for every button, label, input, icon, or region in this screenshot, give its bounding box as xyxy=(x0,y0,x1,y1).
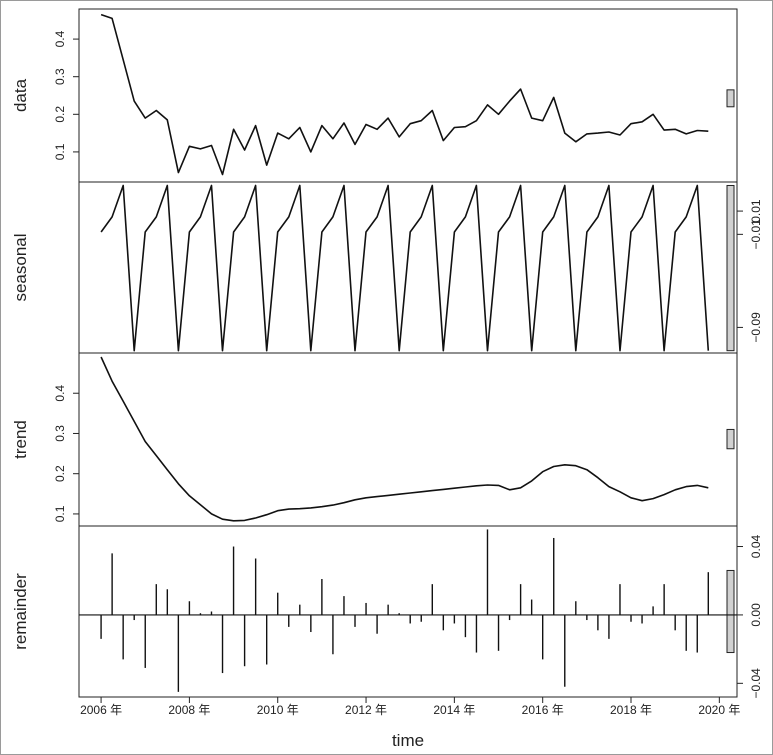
panel-remainder: remainder 0.04 0.00 −0.04 xyxy=(11,525,763,699)
panel-data: data 0.1 0.2 0.3 0.4 xyxy=(11,8,738,183)
x-tick-label: 2014 年 xyxy=(433,703,475,717)
panel-data-y-tick-label: 0.3 xyxy=(53,68,67,85)
panel-trend: trend 0.1 0.2 0.3 0.4 xyxy=(11,352,738,527)
panel-seasonal-label: seasonal xyxy=(11,233,30,301)
x-tick-label: 2012 年 xyxy=(345,703,387,717)
panel-trend-y-tick-label: 0.4 xyxy=(53,385,67,402)
panel-seasonal-y-tick-label: −0.01 xyxy=(749,219,763,250)
panel-remainder-y-tick-label: −0.04 xyxy=(749,668,763,699)
x-axis: 2006 年 2008 年 2010 年 2012 年 2014 年 2016 年 2018… xyxy=(80,697,740,717)
panel-trend-label: trend xyxy=(11,420,30,459)
panel-seasonal-scale-bar xyxy=(726,184,735,352)
x-tick-label: 2010 年 xyxy=(257,703,299,717)
panels: data 0.1 0.2 0.3 0.4 seasonal 0.01−0.01 −0.09 tr… xyxy=(11,8,763,699)
panel-data-y-tick-label: 0.4 xyxy=(53,30,67,47)
panel-seasonal: seasonal 0.01−0.01 −0.09 xyxy=(11,181,763,354)
x-tick-label: 2006 年 xyxy=(80,703,122,717)
x-tick-label: 2016 年 xyxy=(522,703,564,717)
panel-remainder-box xyxy=(78,525,738,698)
panel-data-label: data xyxy=(11,78,30,112)
x-axis-title: time xyxy=(392,731,424,750)
panel-data-box xyxy=(78,8,738,183)
panel-trend-series-line xyxy=(100,356,709,522)
panel-trend-scale-bar xyxy=(726,428,735,450)
panel-trend-y-tick-label: 0.1 xyxy=(53,505,67,522)
panel-seasonal-series-line xyxy=(100,184,710,352)
panel-seasonal-y-tick-label: 0.01 xyxy=(749,199,763,223)
panel-remainder-y-tick-label: 0.00 xyxy=(749,603,763,627)
panel-seasonal-y-tick-label: −0.09 xyxy=(749,312,763,343)
x-tick-label: 2008 年 xyxy=(168,703,210,717)
panel-trend-y-tick-label: 0.3 xyxy=(53,425,67,442)
panel-data-y-tick-label: 0.2 xyxy=(53,106,67,123)
panel-data-scale-bar xyxy=(726,89,735,108)
panel-remainder-scale-bar xyxy=(726,569,735,654)
panel-remainder-label: remainder xyxy=(11,573,30,650)
panel-trend-y-tick-label: 0.2 xyxy=(53,465,67,482)
panel-data-series-line xyxy=(100,13,709,176)
x-tick-label: 2020 年 xyxy=(698,703,740,717)
panel-seasonal-box xyxy=(78,181,738,354)
panel-remainder-y-tick-label: 0.04 xyxy=(749,535,763,559)
x-tick-label: 2018 年 xyxy=(610,703,652,717)
panel-data-y-tick-label: 0.1 xyxy=(53,143,67,160)
